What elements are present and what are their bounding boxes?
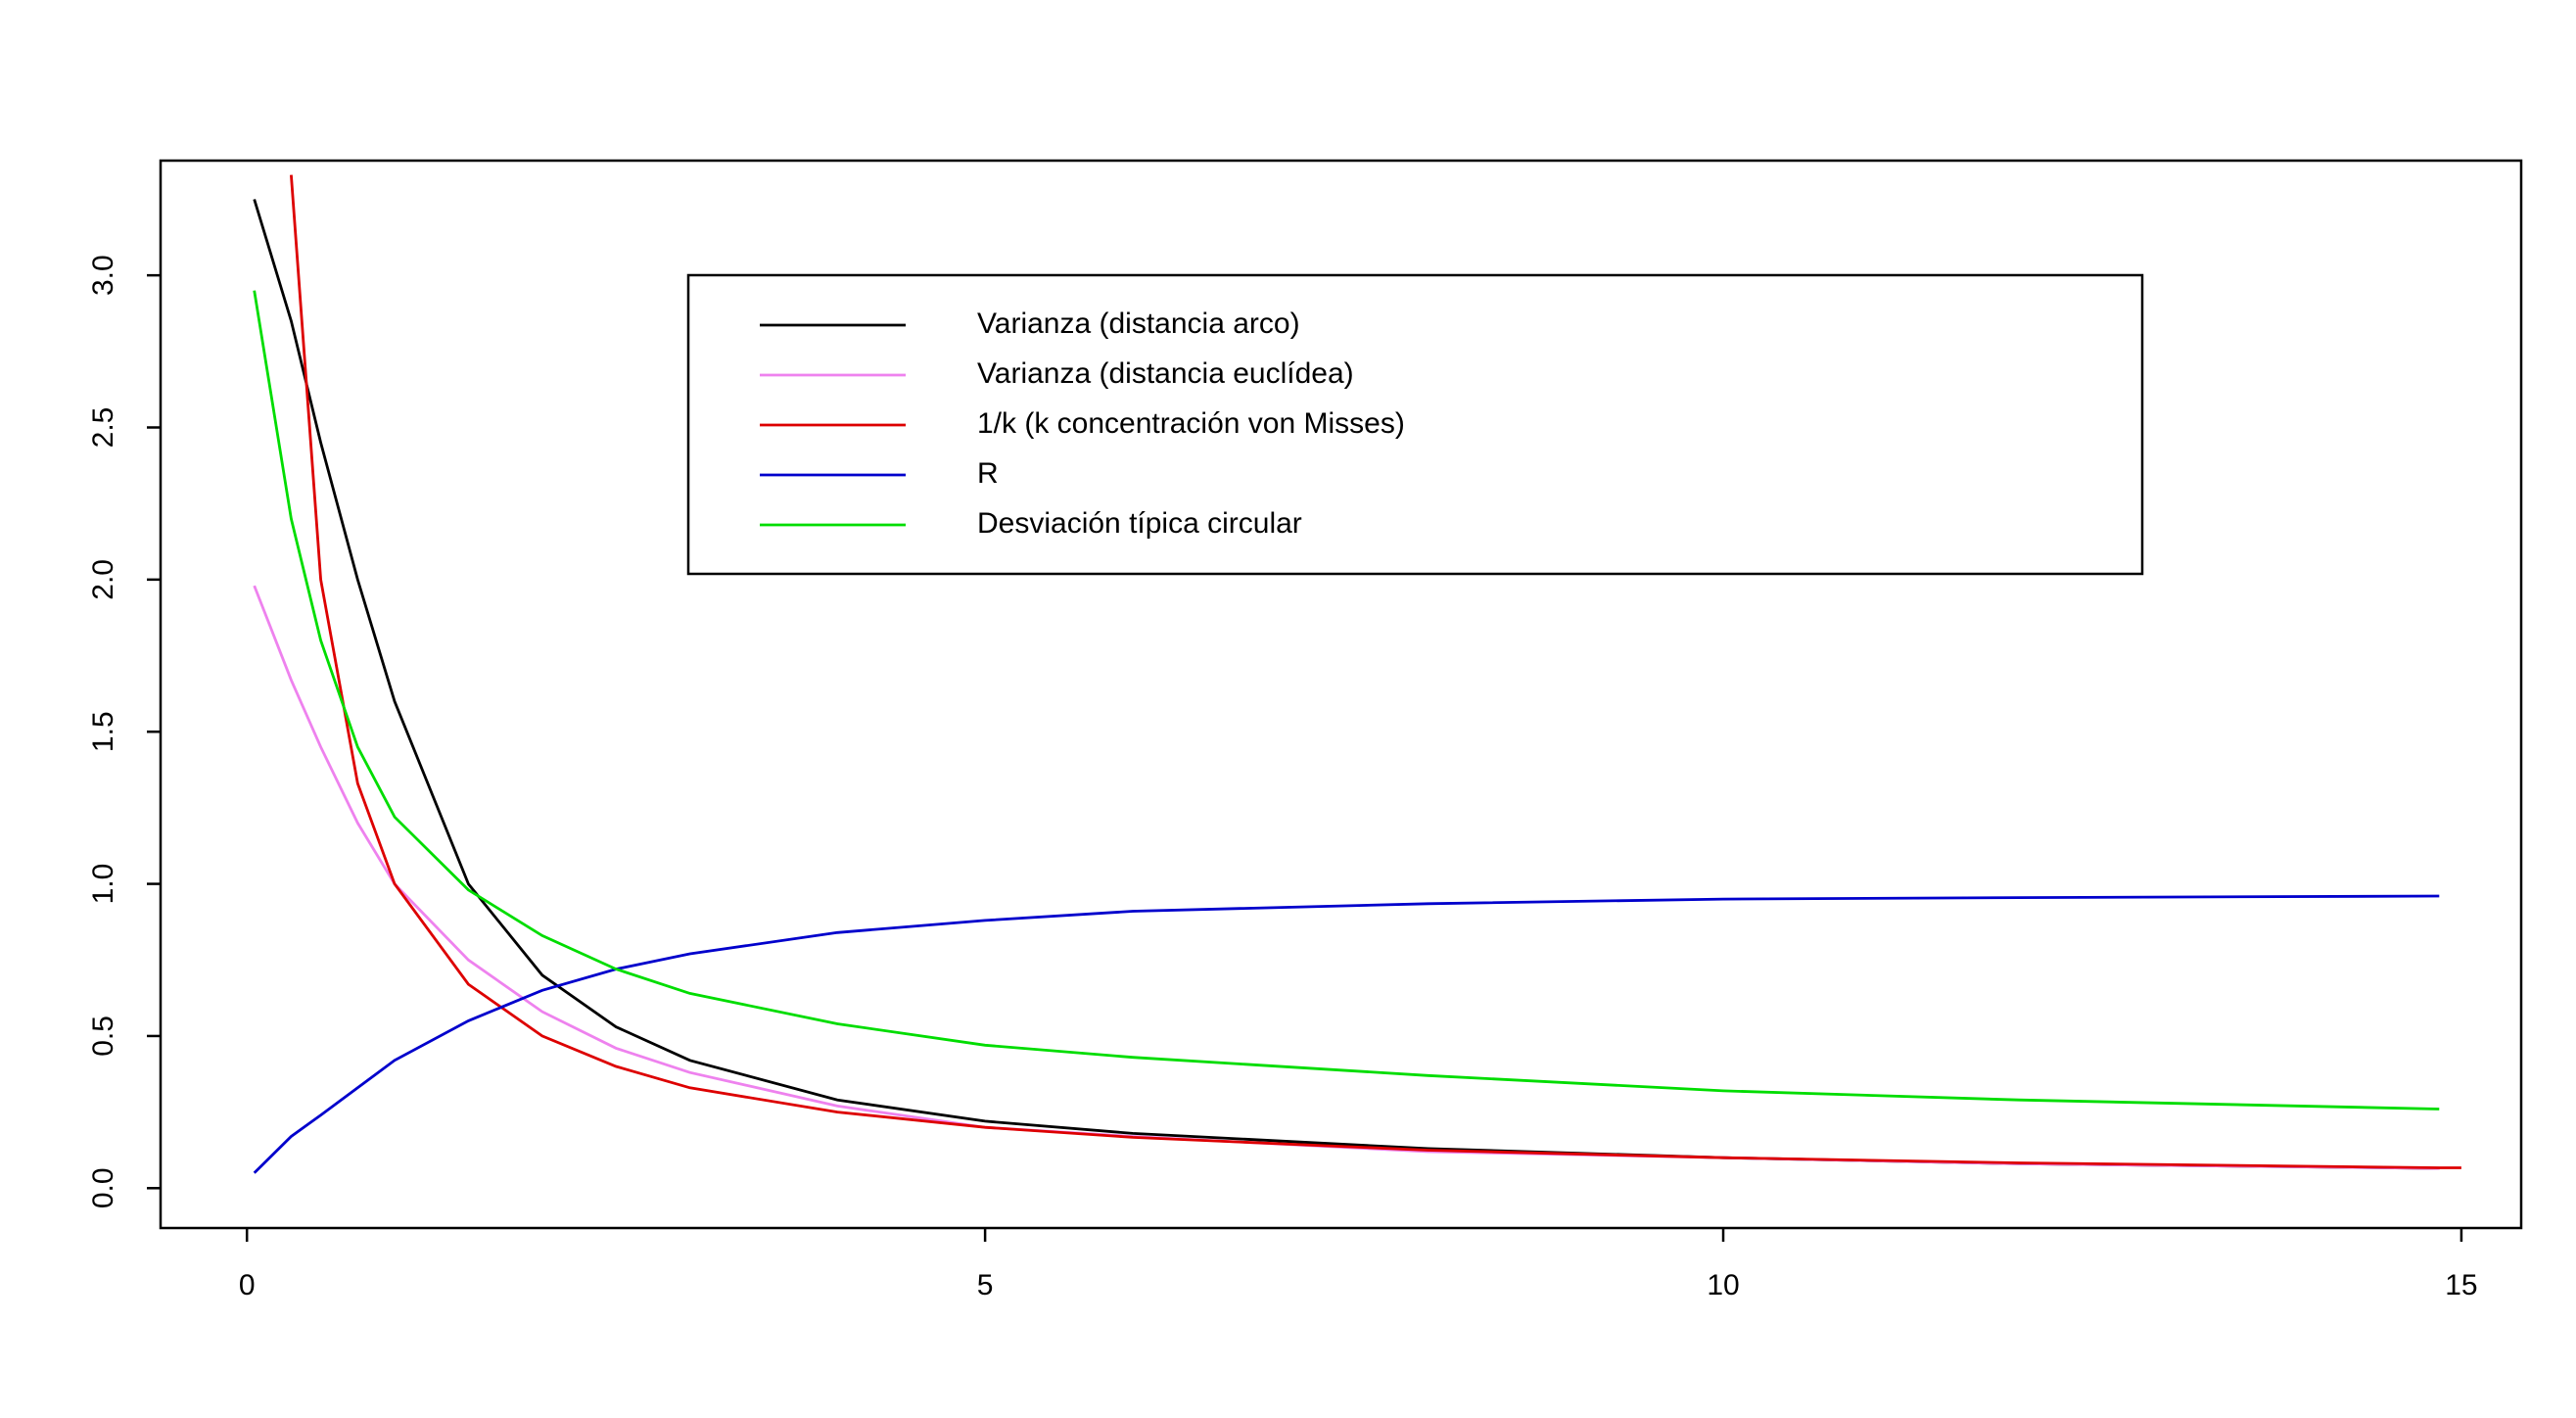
x-tick-label: 10 (1707, 1269, 1739, 1301)
legend-label: R (977, 457, 999, 490)
x-tick-label: 5 (977, 1269, 994, 1301)
plot-frame (159, 159, 2523, 1230)
legend-label: Desviación típica circular (977, 507, 1302, 540)
series-line (253, 585, 2440, 1170)
x-tick-label: 0 (239, 1269, 256, 1301)
y-tick-label: 2.5 (87, 407, 119, 449)
y-tick-label: 1.5 (87, 711, 119, 752)
y-tick-label: 2.0 (87, 559, 119, 600)
legend-label: Varianza (distancia arco) (977, 307, 1300, 340)
y-tick-label: 0.5 (87, 1016, 119, 1057)
y-tick-label: 0.0 (87, 1167, 119, 1208)
plot-lines (253, 174, 2461, 1174)
legend-label: 1/k (k concentración von Misses) (977, 407, 1405, 440)
legend-label: Varianza (distancia euclídea) (977, 357, 1354, 390)
series-line (253, 290, 2440, 1111)
legend-box (686, 273, 2144, 576)
series-line (290, 174, 2461, 1169)
y-tick-label: 3.0 (87, 255, 119, 296)
series-line (253, 894, 2440, 1174)
x-tick-label: 15 (2445, 1269, 2477, 1301)
y-tick-label: 1.0 (87, 864, 119, 905)
